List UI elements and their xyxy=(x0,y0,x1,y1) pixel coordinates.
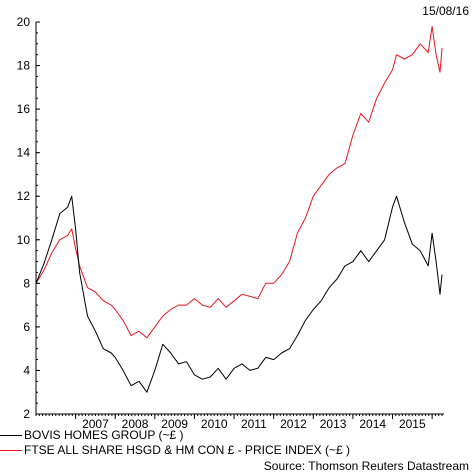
legend-item-ftse: FTSE ALL SHARE HSGD & HM CON £ - PRICE I… xyxy=(0,443,350,457)
y-tick-label: 8 xyxy=(23,276,30,290)
x-tick-label: 2012 xyxy=(280,417,307,431)
legend-item-bovis: BOVIS HOMES GROUP (~£ ) xyxy=(0,428,183,442)
y-tick-label: 12 xyxy=(17,189,31,203)
y-tick-label: 14 xyxy=(17,146,31,160)
y-tick-label: 20 xyxy=(17,15,31,29)
series-line-ftse xyxy=(35,25,443,339)
y-tick-label: 18 xyxy=(17,59,31,73)
y-tick-label: 4 xyxy=(23,363,30,377)
x-tick-label: 2014 xyxy=(359,417,386,431)
y-tick-label: 10 xyxy=(17,233,31,247)
legend-label-bovis: BOVIS HOMES GROUP (~£ ) xyxy=(24,428,184,442)
x-tick-label: 2011 xyxy=(241,417,267,431)
x-tick-label: 2013 xyxy=(320,417,347,431)
y-tick-label: 2 xyxy=(23,407,30,421)
chart-date: 15/08/16 xyxy=(422,4,469,18)
x-tick-label: 2007 xyxy=(82,417,109,431)
legend-label-ftse: FTSE ALL SHARE HSGD & HM CON £ - PRICE I… xyxy=(24,443,350,457)
series-line-bovis xyxy=(35,195,443,393)
legend-swatch-bovis xyxy=(0,435,22,437)
source-note: Source: Thomson Reuters Datastream xyxy=(263,459,469,473)
chart-axes: 2 4 6 8 10 12 14 16 18 20 2007 2008 2009 2010 2011 2012… xyxy=(17,15,444,431)
y-tick-label: 6 xyxy=(23,320,30,334)
x-tick-label: 2008 xyxy=(122,417,149,431)
x-tick-label: 2009 xyxy=(161,417,188,431)
x-tick-label: 2010 xyxy=(201,417,228,431)
chart-series xyxy=(35,25,443,393)
x-tick-label: 2015 xyxy=(399,417,426,431)
y-tick-label: 16 xyxy=(17,102,31,116)
legend-swatch-ftse xyxy=(0,450,22,452)
